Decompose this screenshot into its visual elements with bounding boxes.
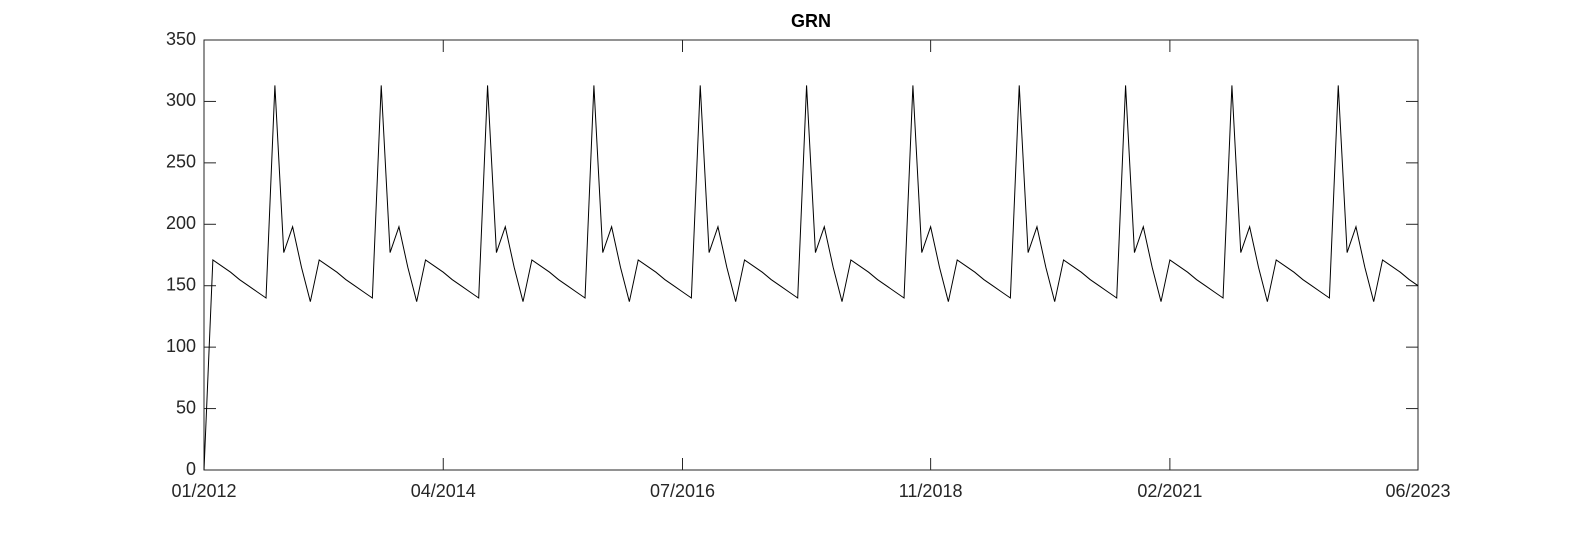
x-tick-label: 02/2021 (1137, 481, 1202, 501)
x-tick-label: 07/2016 (650, 481, 715, 501)
x-tick-label: 11/2018 (899, 481, 963, 501)
y-tick-label: 100 (166, 336, 196, 356)
y-tick-label: 200 (166, 213, 196, 233)
x-tick-label: 01/2012 (171, 481, 236, 501)
x-tick-label: 06/2023 (1385, 481, 1450, 501)
data-line (203, 85, 1419, 471)
y-tick-label: 250 (166, 152, 196, 172)
y-tick-label: 350 (166, 29, 196, 49)
chart-title: GRN (791, 11, 831, 31)
y-tick-label: 50 (176, 397, 196, 417)
y-tick-label: 300 (166, 90, 196, 110)
plot-frame (203, 39, 1419, 471)
y-tick-label: 150 (166, 274, 196, 294)
y-tick-label: 0 (186, 459, 196, 479)
x-tick-label: 04/2014 (411, 481, 476, 501)
